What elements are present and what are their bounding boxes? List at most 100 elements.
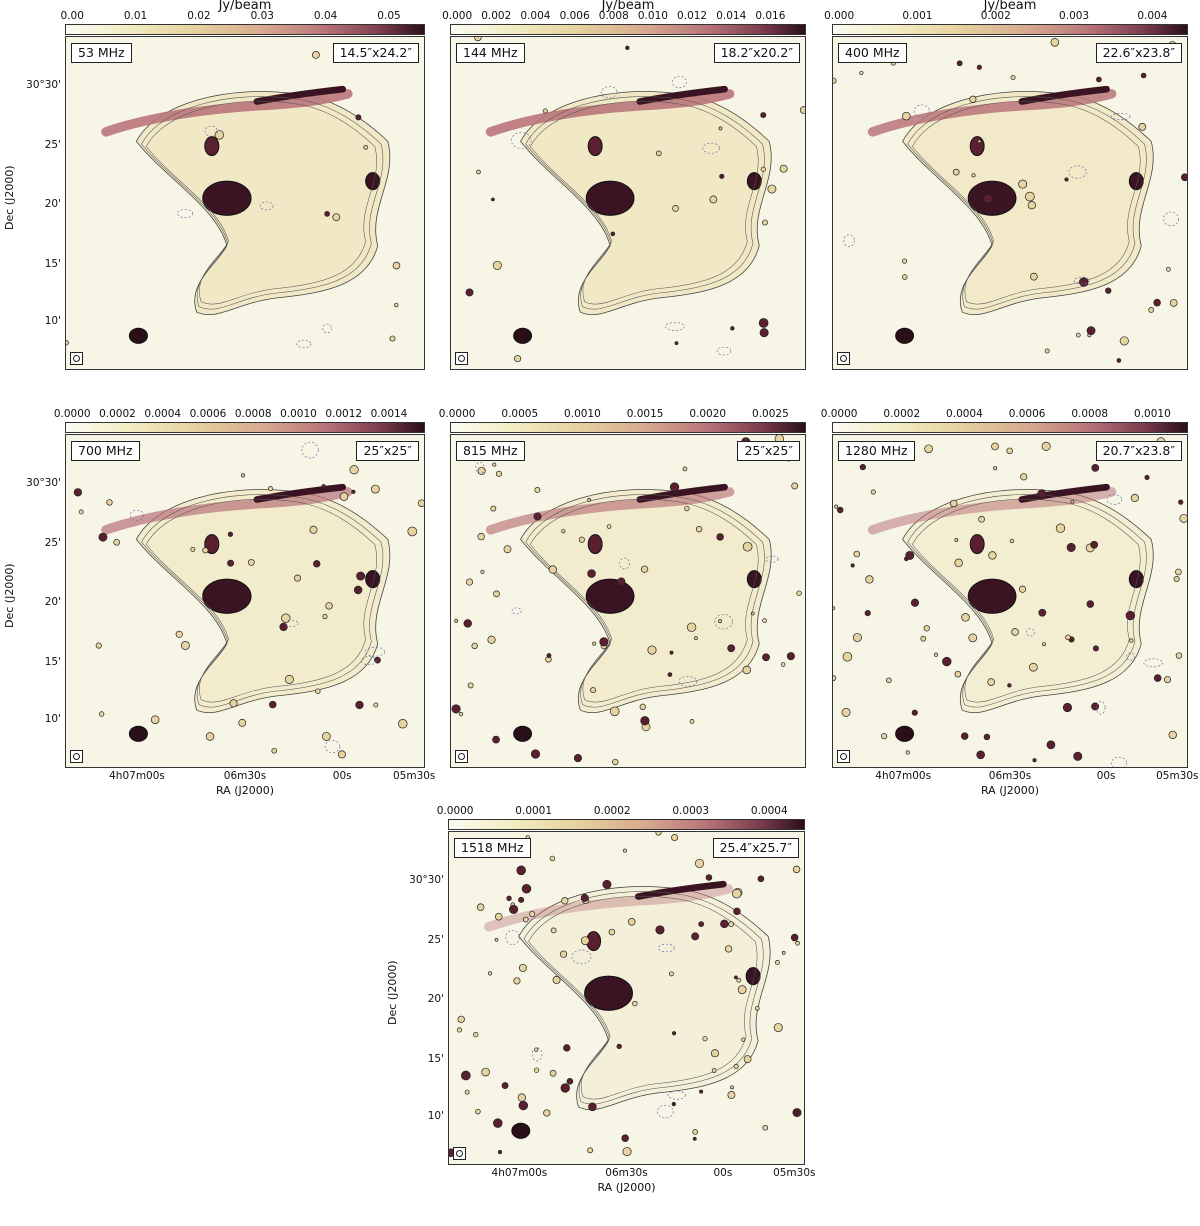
frequency-label: 400 MHz: [838, 43, 907, 63]
ra-axis-label: RA (J2000): [215, 784, 275, 797]
ra-tick-label: 06m30s: [223, 770, 267, 782]
colorbar-ticks: 0.000 0.002 0.004 0.006 0.008 0.010 0.012 0.014…: [442, 10, 806, 24]
colorbar-tick-label: 0.0014: [370, 408, 408, 420]
colorbar-tick-label: 0.04: [313, 10, 338, 22]
ra-tick-label: 05m30s: [1156, 770, 1199, 782]
ra-tick-label: 06m30s: [988, 770, 1032, 782]
dec-tick-label: 30°30': [409, 873, 444, 886]
radio-map-700mhz: 700 MHz 25″x25″: [65, 434, 425, 768]
colorbar-tick-label: 0.006: [559, 10, 590, 22]
colorbar-tick-label: 0.0015: [626, 408, 664, 420]
dec-tick-label: 20': [44, 596, 61, 609]
frequency-label: 1280 MHz: [838, 441, 915, 461]
colorbar-tick-label: 0.002: [481, 10, 512, 22]
ra-tick-label: 00s: [332, 770, 352, 782]
beam-ellipse-icon: [455, 352, 468, 365]
emission-map-graphic: [833, 437, 1187, 767]
colorbar-tick-label: 0.010: [637, 10, 668, 22]
colorbar-tick-label: 0.0003: [672, 805, 710, 817]
colorbar-tick-label: 0.008: [598, 10, 629, 22]
emission-map-graphic: [66, 50, 401, 349]
dec-tick-label: 20': [44, 198, 61, 211]
dec-tick-label: 25': [44, 138, 61, 151]
emission-map-graphic: [73, 441, 424, 759]
ra-axis-label: RA (J2000): [597, 1181, 656, 1194]
dec-axis-label: Dec (J2000): [3, 165, 16, 230]
colorbar-tick-label: 0.000: [824, 10, 855, 22]
colorbar-ticks: 0.0000 0.0002 0.0004 0.0006 0.0008 0.0010: [821, 408, 1188, 422]
colorbar-tick-label: 0.02: [187, 10, 211, 22]
emission-map-graphic: [465, 37, 805, 363]
radio-map-400mhz: 400 MHz 22.6″x23.8″: [832, 36, 1188, 370]
colorbar: [832, 422, 1188, 433]
colorbar-tick-label: 0.0000: [436, 805, 474, 817]
ra-tick-label: 4h07m00s: [875, 770, 932, 782]
colorbar-tick-label: 0.0006: [189, 408, 227, 420]
dec-tick-label: 15': [44, 258, 61, 271]
frequency-label: 144 MHz: [456, 43, 525, 63]
dec-tick-label: 10': [427, 1109, 444, 1122]
colorbar-tick-label: 0.0002: [593, 805, 631, 817]
dec-tick-label: 20': [427, 993, 444, 1006]
frequency-label: 815 MHz: [456, 441, 525, 461]
ra-axis-label: RA (J2000): [980, 784, 1040, 797]
colorbar-tick-label: 0.0010: [1134, 408, 1171, 420]
dec-tick-label: 10': [44, 314, 61, 327]
beam-ellipse-icon: [837, 750, 850, 763]
colorbar-tick-label: 0.0010: [280, 408, 317, 420]
frequency-label: 1518 MHz: [454, 838, 531, 858]
colorbar-tick-label: 0.0006: [1008, 408, 1046, 420]
colorbar: [450, 422, 806, 433]
colorbar-tick-label: 0.0000: [53, 408, 91, 420]
dec-tick-label: 25': [44, 536, 61, 549]
beam-ellipse-icon: [837, 352, 850, 365]
dec-tick-label: 30°30': [26, 78, 61, 91]
beam-size-label: 25.4″x25.7″: [712, 838, 799, 858]
beam-size-label: 22.6″x23.8″: [1095, 43, 1182, 63]
colorbar-ticks: 0.000 0.001 0.002 0.003 0.004: [824, 10, 1188, 24]
colorbar-ticks: 0.0000 0.0001 0.0002 0.0003 0.0004: [437, 805, 805, 819]
ra-tick-label: 4h07m00s: [491, 1167, 548, 1179]
colorbar-tick-label: 0.016: [755, 10, 786, 22]
colorbar-tick-label: 0.0001: [515, 805, 553, 817]
colorbar-ticks: 0.0000 0.0002 0.0004 0.0006 0.0008 0.0010 0.00…: [54, 408, 425, 422]
colorbar-tick-label: 0.0005: [501, 408, 539, 420]
colorbar-tick-label: 0.001: [902, 10, 933, 22]
colorbar-tick-label: 0.003: [1059, 10, 1090, 22]
frequency-label: 700 MHz: [71, 441, 140, 461]
radio-map-815mhz: 815 MHz 25″x25″: [450, 434, 806, 768]
colorbar-ticks: 0.0000 0.0005 0.0010 0.0015 0.0020 0.0025: [439, 408, 806, 422]
colorbar-tick-label: 0.01: [123, 10, 148, 22]
emission-map-graphic: [451, 435, 802, 766]
radio-map-1518mhz: 1518 MHz 25.4″x25.7″: [448, 831, 805, 1165]
beam-size-label: 18.2″x20.2″: [713, 43, 800, 63]
beam-ellipse-icon: [70, 750, 83, 763]
colorbar: [65, 24, 425, 35]
colorbar-tick-label: 0.05: [377, 10, 401, 22]
emission-map-graphic: [449, 832, 802, 1157]
radio-map-1280mhz: 1280 MHz 20.7″x23.8″: [832, 434, 1188, 768]
colorbar: [65, 422, 425, 433]
colorbar-tick-label: 0.00: [60, 10, 84, 22]
colorbar: [448, 819, 805, 830]
colorbar-tick-label: 0.0025: [752, 408, 789, 420]
colorbar-tick-label: 0.000: [442, 10, 473, 22]
colorbar-tick-label: 0.012: [677, 10, 708, 22]
ra-tick-label: 05m30s: [392, 770, 436, 782]
dec-tick-label: 30°30': [26, 476, 61, 489]
beam-size-label: 20.7″x23.8″: [1095, 441, 1182, 461]
ra-tick-label: 00s: [1096, 770, 1116, 782]
beam-size-label: 14.5″x24.2″: [332, 43, 419, 63]
beam-ellipse-icon: [70, 352, 83, 365]
colorbar-tick-label: 0.004: [1137, 10, 1168, 22]
colorbar-tick-label: 0.0002: [883, 408, 921, 420]
colorbar-tick-label: 0.0020: [689, 408, 727, 420]
emission-map-graphic: [833, 38, 1187, 363]
ra-tick-label: 06m30s: [605, 1167, 648, 1179]
colorbar-tick-label: 0.0010: [564, 408, 601, 420]
dec-axis-label: Dec (J2000): [386, 960, 399, 1025]
colorbar-tick-label: 0.0008: [234, 408, 272, 420]
colorbar-unit-label: Jy/beam: [218, 0, 272, 13]
colorbar-tick-label: 0.0002: [99, 408, 136, 420]
beam-ellipse-icon: [453, 1147, 466, 1160]
